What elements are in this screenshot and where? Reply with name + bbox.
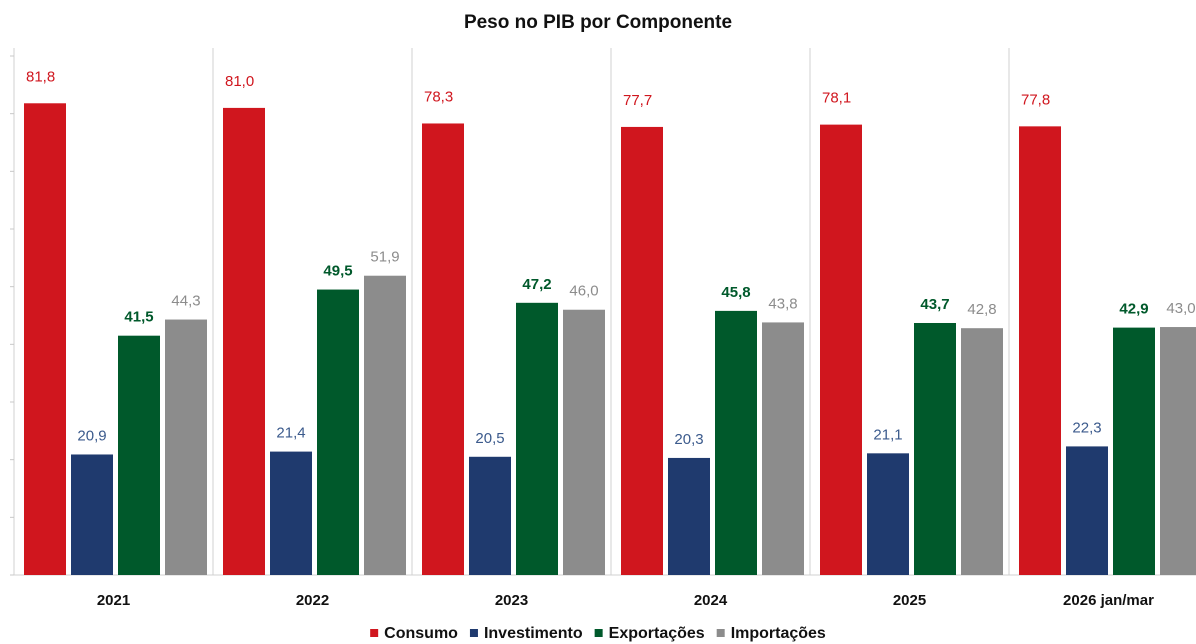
data-label: 42,8 — [967, 301, 996, 318]
bar — [668, 457, 710, 575]
x-tick-label: 2022 — [296, 592, 329, 609]
data-label: 43,8 — [768, 295, 797, 312]
legend-label: Importações — [731, 625, 826, 642]
bar — [469, 456, 511, 575]
data-label: 43,0 — [1166, 300, 1195, 317]
bar — [516, 302, 558, 575]
bar — [270, 451, 312, 575]
bar — [1066, 446, 1108, 575]
legend-swatch — [716, 629, 725, 637]
bar — [165, 319, 207, 575]
bar — [715, 310, 757, 575]
data-label: 42,9 — [1119, 301, 1148, 318]
bar — [621, 126, 663, 576]
legend-label: Exportações — [609, 625, 705, 642]
bar — [867, 453, 909, 575]
bar — [563, 309, 605, 575]
data-label: 77,8 — [1021, 91, 1050, 108]
data-label: 47,2 — [522, 276, 551, 293]
data-label: 20,5 — [475, 430, 504, 447]
data-label: 46,0 — [569, 283, 598, 300]
x-tick-label: 2026 jan/mar — [1063, 592, 1154, 609]
bar — [118, 335, 160, 575]
x-tick-label: 2024 — [694, 592, 728, 609]
bar — [961, 328, 1003, 575]
data-label: 44,3 — [171, 293, 200, 310]
data-label: 78,3 — [424, 88, 453, 105]
data-label: 41,5 — [124, 309, 153, 326]
x-tick-label: 2021 — [97, 592, 130, 609]
bar — [422, 123, 464, 575]
legend-label: Investimento — [484, 625, 583, 642]
bar — [317, 289, 359, 575]
legend-swatch — [370, 629, 379, 637]
legend-label: Consumo — [384, 625, 458, 642]
bar — [1160, 327, 1196, 575]
bar — [762, 322, 804, 575]
x-tick-label: 2023 — [495, 592, 528, 609]
chart-title: Peso no PIB por Componente — [464, 12, 732, 33]
legend-swatch — [594, 629, 603, 637]
data-label: 45,8 — [721, 284, 750, 301]
data-label: 43,7 — [920, 296, 949, 313]
bar — [24, 103, 66, 575]
bar — [223, 107, 265, 576]
data-label: 81,8 — [26, 68, 55, 85]
x-tick-label: 2025 — [893, 592, 926, 609]
data-label: 21,1 — [873, 426, 902, 443]
data-label: 20,9 — [77, 427, 106, 444]
data-label: 49,5 — [323, 263, 352, 280]
data-label: 21,4 — [276, 425, 305, 442]
data-label: 78,1 — [822, 90, 851, 107]
data-label: 51,9 — [370, 249, 399, 266]
data-label: 77,7 — [623, 92, 652, 109]
data-label: 20,3 — [674, 431, 703, 448]
data-label: 22,3 — [1072, 419, 1101, 436]
bar — [1113, 327, 1155, 575]
bar — [914, 322, 956, 575]
data-label: 81,0 — [225, 73, 254, 90]
legend-swatch — [469, 629, 478, 637]
bar — [71, 454, 113, 575]
bar — [364, 275, 406, 575]
bar — [1019, 126, 1061, 575]
bar — [820, 124, 862, 575]
